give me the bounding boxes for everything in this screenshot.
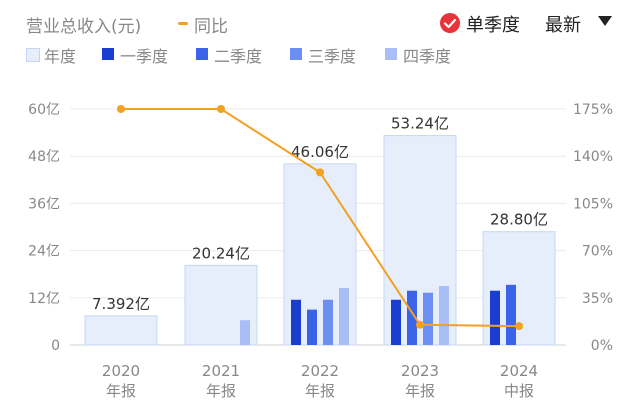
legend-swatch bbox=[196, 48, 208, 60]
y-left-tick-label: 48亿 bbox=[28, 149, 60, 165]
quarter-bar bbox=[423, 292, 433, 345]
legend-label: 二季度 bbox=[214, 47, 263, 66]
quarter-bar bbox=[291, 299, 301, 345]
legend-label: 四季度 bbox=[403, 47, 452, 66]
y-left-tick-label: 0 bbox=[51, 338, 60, 354]
yoy-point bbox=[217, 105, 225, 113]
x-tick-year: 2023 bbox=[401, 362, 439, 380]
chart-header: 营业总收入(元) 同比 单季度 最新 年度 一季度 二季度 三季度 四季度 bbox=[0, 0, 640, 80]
quarter-bar bbox=[339, 287, 349, 345]
chart-title: 营业总收入(元) bbox=[26, 17, 142, 37]
annual-bar bbox=[84, 315, 158, 346]
sort-dropdown-label[interactable]: 最新 bbox=[545, 15, 581, 36]
yoy-legend-line-icon bbox=[178, 22, 188, 25]
legend-swatch bbox=[290, 48, 302, 60]
yoy-point bbox=[416, 320, 424, 329]
quarter-bar bbox=[407, 290, 417, 345]
y-right-tick-label: 105% bbox=[573, 196, 613, 212]
quarter-bar bbox=[240, 320, 250, 345]
quarter-bar bbox=[506, 284, 516, 345]
x-tick-year: 2024 bbox=[500, 362, 538, 380]
legend-label: 三季度 bbox=[308, 47, 357, 66]
yoy-point bbox=[515, 322, 523, 331]
legend-label: 一季度 bbox=[120, 47, 169, 66]
y-left-tick-label: 60亿 bbox=[28, 102, 60, 118]
quarter-bar bbox=[391, 299, 401, 345]
legend-swatch bbox=[102, 48, 114, 60]
x-tick-year: 2022 bbox=[301, 362, 339, 380]
annual-value-label: 53.24亿 bbox=[391, 115, 449, 133]
quarter-bar bbox=[323, 299, 333, 345]
x-tick-period: 年报 bbox=[106, 382, 136, 400]
x-tick-period: 年报 bbox=[305, 382, 335, 400]
single-quarter-toggle[interactable]: 单季度 bbox=[466, 15, 520, 36]
chevron-down-icon[interactable] bbox=[598, 16, 612, 26]
y-left-tick-label: 24亿 bbox=[28, 244, 60, 260]
quarter-bar bbox=[307, 309, 317, 345]
y-right-tick-label: 140% bbox=[573, 149, 613, 165]
y-left-tick-label: 12亿 bbox=[28, 291, 60, 307]
y-right-tick-label: 70% bbox=[582, 244, 613, 260]
annual-value-label: 20.24亿 bbox=[192, 244, 250, 262]
x-tick-period: 中报 bbox=[504, 382, 534, 400]
annual-value-label: 46.06亿 bbox=[291, 143, 349, 161]
legend-label: 年度 bbox=[44, 47, 77, 66]
y-right-tick-label: 35% bbox=[582, 291, 613, 307]
annual-value-label: 7.392亿 bbox=[92, 295, 150, 313]
yoy-point bbox=[117, 105, 125, 113]
quarter-bar bbox=[439, 286, 449, 345]
x-tick-year: 2020 bbox=[102, 362, 140, 380]
y-right-tick-label: 0% bbox=[591, 338, 613, 354]
yoy-point bbox=[316, 168, 324, 177]
legend-swatch bbox=[26, 48, 40, 62]
legend-swatch bbox=[385, 48, 397, 60]
x-tick-period: 年报 bbox=[206, 382, 236, 400]
annual-value-label: 28.80亿 bbox=[490, 211, 548, 229]
yoy-legend-label: 同比 bbox=[194, 17, 228, 37]
x-tick-period: 年报 bbox=[405, 382, 435, 400]
y-left-tick-label: 36亿 bbox=[28, 196, 60, 212]
x-tick-year: 2021 bbox=[202, 362, 240, 380]
y-right-tick-label: 175% bbox=[573, 102, 613, 118]
checkmark-icon[interactable] bbox=[440, 13, 460, 33]
quarter-bar bbox=[490, 290, 500, 345]
